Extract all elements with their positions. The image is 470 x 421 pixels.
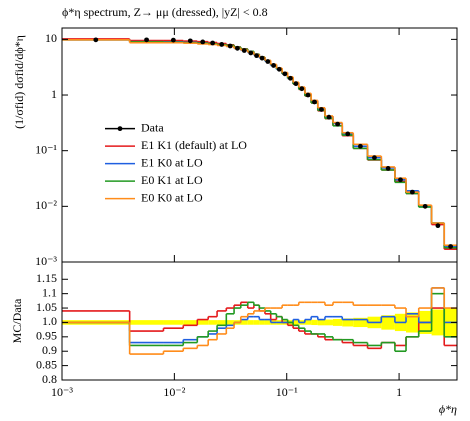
data-band	[253, 320, 260, 325]
data-point	[358, 143, 363, 149]
data-band	[240, 320, 248, 325]
y-tick-label: 0.95	[36, 329, 57, 343]
data-band	[324, 319, 333, 326]
data-point	[259, 55, 265, 61]
data-point	[435, 223, 441, 229]
y-tick-label: 1.05	[36, 300, 57, 314]
legend-label: E0 K1 at LO	[141, 173, 203, 187]
main-frame	[61, 27, 458, 263]
chart-title: ϕ*η spectrum, Z→ μμ (dressed), |yZ| < 0.…	[62, 5, 268, 19]
data-point	[305, 92, 311, 98]
x-tick-label: 10⁻³	[51, 385, 73, 399]
data-point	[312, 99, 317, 105]
data-band	[332, 318, 343, 326]
y-tick-label: 1.1	[42, 285, 57, 299]
data-band	[247, 320, 254, 325]
data-point	[372, 155, 377, 161]
y-tick-label: 10⁻³	[35, 254, 57, 268]
data-band	[317, 319, 325, 326]
data-band	[208, 320, 218, 325]
data-point	[345, 131, 351, 137]
y-tick-label: 1	[51, 87, 57, 101]
data-point	[219, 42, 225, 47]
data-band	[217, 320, 227, 325]
data-point	[276, 66, 282, 72]
data-point	[398, 177, 403, 183]
y-axis-label: (1/σfid) dσfid/dϕ*η	[12, 35, 26, 129]
data-point	[282, 71, 288, 77]
data-point	[422, 203, 428, 209]
legend-marker	[117, 126, 123, 132]
x-tick-label: 1	[396, 385, 402, 399]
data-band	[353, 317, 368, 328]
data-point	[227, 43, 233, 49]
data-band	[163, 320, 184, 325]
data-point	[409, 189, 415, 195]
y-tick-label: 1.15	[36, 271, 57, 285]
data-point	[293, 81, 299, 87]
data-band	[259, 320, 265, 325]
y-tick-label: 0.8	[42, 372, 57, 386]
data-point	[248, 50, 254, 56]
data-point	[271, 63, 276, 68]
ratio-frame	[61, 261, 458, 381]
x-axis-label: ϕ*η	[439, 402, 457, 416]
data-point	[200, 39, 206, 45]
data-point	[448, 244, 454, 249]
data-point	[299, 86, 305, 92]
y-tick-label: 0.85	[36, 357, 57, 371]
plot-area: 10⁻³ 10⁻² 10⁻¹ 1 10 Data E1 K1 (default) at LO…	[35, 28, 457, 399]
y-axis-label: MC/Data	[10, 298, 24, 343]
data-band	[342, 318, 354, 327]
data-band	[381, 315, 395, 330]
data-point	[93, 37, 99, 43]
y-tick-label: 10⁻²	[35, 198, 57, 212]
data-point	[318, 107, 324, 112]
data-band	[406, 312, 419, 333]
data-band	[197, 320, 209, 325]
data-point	[144, 37, 149, 43]
data-point	[235, 45, 240, 51]
legend-label: Data	[141, 120, 164, 134]
y-tick-label: 10	[45, 31, 57, 45]
y-tick-label: 1.0	[42, 314, 57, 328]
legend-label: E1 K1 (default) at LO	[141, 138, 247, 152]
y-tick-label: 0.9	[42, 343, 57, 357]
x-tick-label: 10⁻¹	[276, 385, 298, 399]
legend-label: E0 K0 at LO	[141, 190, 203, 204]
data-band	[304, 320, 312, 325]
data-band	[293, 320, 299, 325]
data-point	[385, 166, 391, 171]
data-point	[288, 75, 293, 81]
data-point	[335, 121, 341, 127]
data-point	[187, 38, 193, 44]
data-band	[264, 320, 271, 325]
x-tick-label: 10⁻²	[163, 385, 185, 399]
data-point	[210, 40, 216, 46]
data-band	[431, 309, 445, 336]
data-band	[129, 320, 164, 325]
data-point	[254, 53, 259, 59]
data-band	[183, 320, 198, 325]
data-point	[265, 59, 271, 64]
data-point	[326, 114, 332, 120]
data-band	[311, 319, 318, 326]
y-tick-label: 10⁻¹	[35, 142, 57, 156]
data-point	[241, 48, 247, 53]
data-band	[226, 320, 235, 325]
legend-label: E1 K0 at LO	[141, 155, 203, 169]
data-point	[170, 37, 176, 43]
